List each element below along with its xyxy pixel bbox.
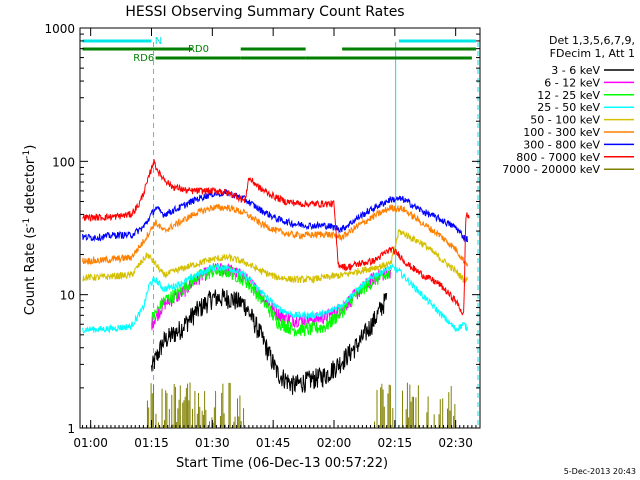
- x-tick-label: 01:00: [73, 436, 108, 450]
- saa-lines: [153, 42, 479, 428]
- y-axis-label-part2: detector: [23, 158, 38, 218]
- y-tick-label: 10: [60, 289, 75, 303]
- x-tick-label: 01:15: [134, 436, 169, 450]
- legend-label: 800 - 7000 keV: [516, 151, 600, 164]
- y-axis-label-part1: Count Rate (s: [23, 227, 38, 316]
- flag-label-n: N: [155, 36, 162, 47]
- series-line-6: [82, 188, 468, 243]
- axis-ticks: [80, 28, 481, 429]
- y-tick-label: 100: [52, 155, 75, 169]
- y-axis-label: Count Rate (s-1 detector-1): [22, 145, 38, 316]
- y-axis-label-sup2: -1: [22, 150, 32, 159]
- series-line-3: [82, 263, 468, 334]
- legend-header-line2: FDecim 1, Att 1: [550, 47, 635, 60]
- y-axis-label-sup1: -1: [22, 218, 32, 227]
- x-tick-label: 01:45: [256, 436, 291, 450]
- legend-label: 25 - 50 keV: [537, 101, 600, 114]
- series-line-4: [82, 228, 468, 284]
- legend-label: 12 - 25 keV: [537, 89, 600, 102]
- y-tick-label: 1: [67, 422, 75, 436]
- tick-labels: 01:00 01:15 01:30 01:45 02:00 02:15 02:30 1 10 10…: [44, 22, 473, 450]
- seventh-series-noise: [146, 382, 456, 428]
- flag-bars: N RD0 RD6: [82, 36, 476, 64]
- x-tick-label: 02:30: [438, 436, 473, 450]
- legend-label: 7000 - 20000 keV: [502, 163, 600, 176]
- timestamp: 5-Dec-2013 20:43: [564, 467, 636, 476]
- series-line-2: [151, 264, 391, 337]
- x-tick-label: 01:30: [195, 436, 230, 450]
- x-tick-label: 02:00: [317, 436, 352, 450]
- chart-title: HESSI Observing Summary Count Rates: [125, 4, 404, 20]
- y-axis-label-part3: ): [23, 145, 38, 150]
- x-tick-label: 02:15: [378, 436, 413, 450]
- legend-label: 50 - 100 keV: [530, 114, 600, 127]
- y-tick-label: 1000: [44, 22, 75, 36]
- legend-label: 6 - 12 keV: [544, 76, 600, 89]
- legend-header-line1: Det 1,3,5,6,7,9,: [549, 34, 635, 47]
- legend-label: 3 - 6 keV: [551, 64, 600, 77]
- legend-label: 100 - 300 keV: [523, 126, 600, 139]
- series-line-7: [82, 159, 470, 316]
- series-line-5: [82, 203, 468, 267]
- flag-label-rd0: RD0: [188, 44, 209, 55]
- x-axis-label: Start Time (06-Dec-13 00:57:22): [176, 456, 388, 471]
- legend-label: 300 - 800 keV: [523, 138, 600, 151]
- flag-label-rd6: RD6: [133, 53, 154, 64]
- series-lines: [82, 159, 470, 395]
- series-line-0: [151, 288, 388, 395]
- plot-frame: [79, 27, 481, 429]
